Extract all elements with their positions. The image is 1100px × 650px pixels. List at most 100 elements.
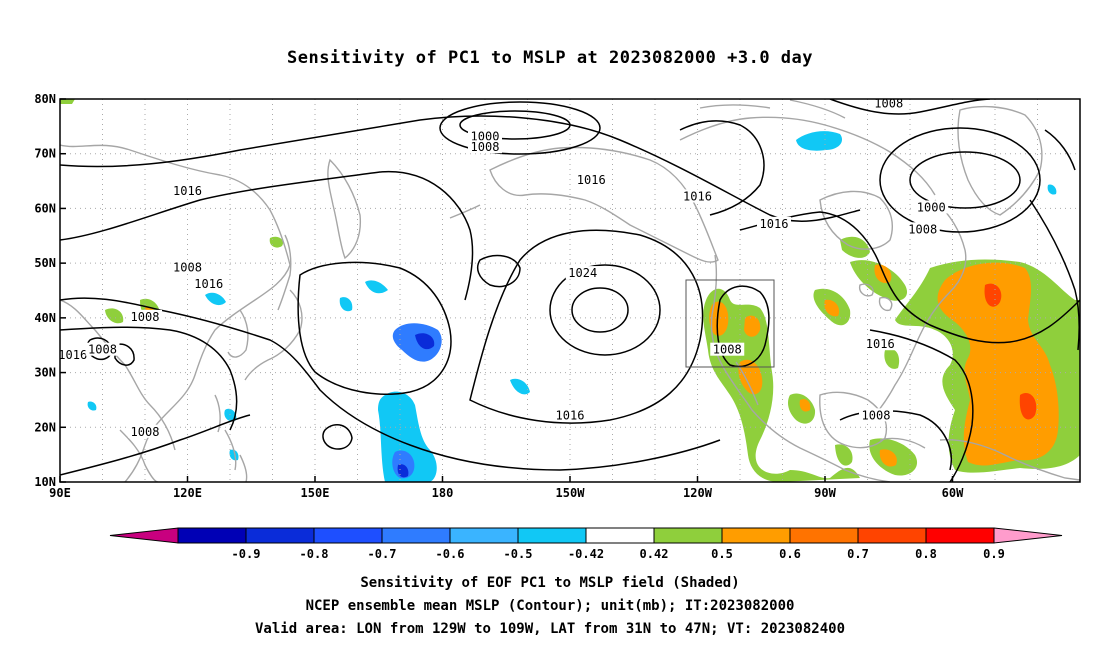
contour-label-text: 1008 [131,425,160,439]
contour-1024-high [549,264,661,356]
contour-greenland-1008 [829,99,991,115]
lat-tick-label: 60N [34,201,56,215]
contour-label-text: 1016 [683,189,712,203]
coastlines [60,99,1080,482]
contour-label-text: 1016 [58,348,87,362]
contour-label: 1016 [191,277,226,291]
contour-label-text: 1016 [194,277,223,291]
contour-label-bg [553,408,587,422]
contour-label-bg [859,408,893,422]
contour-label-bg [55,348,90,362]
caption-line-2: NCEP ensemble mean MSLP (Contour); unit(… [305,598,795,614]
shade-pac-blue-south [392,450,415,479]
contour-label-bg [468,140,502,154]
colorbar-label: 0.5 [711,547,733,561]
map-title: Sensitivity of PC1 to MSLP at 2023082000… [286,48,813,68]
contour-label-bg [914,200,949,214]
contour-label-bg [680,189,715,203]
lon-tick-label: 60W [942,486,964,500]
lat-tick-label: 30N [34,366,56,380]
coast-greenland [957,105,1043,216]
contour-label-text: 1024 [568,266,597,280]
coast-kamchatka [327,158,362,260]
contour-label-text: 1008 [862,408,891,422]
contour-label-bg [170,260,205,274]
contour-1016-east-coast [869,329,974,482]
colorbar-label: 0.6 [779,547,801,561]
colorbar-segment [857,527,927,544]
contour-label: 1024 [565,266,600,280]
lat-tick-label: 70N [34,147,56,161]
contour-label-text: 1008 [131,310,160,324]
coast-cuba [879,437,926,449]
coast-indochina [119,429,159,482]
contour-label: 1008 [85,342,120,357]
coast-taiwan-philippines [214,394,248,482]
colorbar-label: -0.7 [368,547,397,561]
lat-tick-label: 20N [34,420,56,434]
contour-label-text: 1000 [471,129,500,143]
contour-label: 1008 [170,260,205,275]
colorbar-label: 0.7 [847,547,869,561]
contour-label-text: 1016 [173,184,202,198]
colorbar-segment [245,527,315,544]
contour-label: 1000 [914,200,949,214]
contour-label: 1016 [55,348,90,362]
colorbar-segment [517,527,587,544]
colorbar-min-triangle [109,527,179,544]
contour-label-text: 1016 [556,408,585,422]
shade-eastpac-orange [709,301,763,395]
contour-labels: 1000100810161016101610161008100010081008… [55,96,949,439]
colorbar-label: -0.9 [232,547,261,561]
contour-1008-canada [879,127,1041,233]
colorbar-segment [653,527,723,544]
contour-label: 1008 [468,140,502,154]
coast-korea [227,309,249,358]
contour-1008-west-pacific [297,261,452,395]
colorbar-segment [585,527,655,544]
colorbar-segment [381,527,451,544]
contour-label: 1016 [170,184,205,198]
contour-label-bg [170,184,205,198]
lon-tick-label: 120E [173,486,202,500]
contour-label: 1008 [128,309,162,324]
contour-1008-pacific-small [477,254,521,288]
contour-label-text: 1008 [173,261,202,275]
coast-namerica-east [869,199,967,421]
valid-area-box [685,279,775,368]
colorbar-label: -0.8 [300,547,329,561]
lat-tick-label: 40N [34,311,56,325]
lon-tick-label: 150W [556,486,586,500]
colorbar-label: 0.8 [915,547,937,561]
shade-eastpac-green [703,288,860,482]
contour-1016-namerica [739,211,1080,344]
shade-pac-blue-mid [392,323,442,362]
contour-1016-north-canada [679,120,765,216]
contour-label-bg [905,222,940,236]
contour-pacific-loop-south [322,423,353,450]
longitude-axis: 90E 120E 150E 180 150W 120W 90W 60W [49,476,964,500]
caption-line-3: Valid area: LON from 129W to 109W, LAT f… [254,621,845,637]
colorbar-segment [313,527,383,544]
lat-tick-label: 50N [34,256,56,270]
contour-1008-asia [60,326,238,431]
shade-atlantic-red [984,283,1037,420]
sensitivity-shading [60,99,1080,482]
contour-label-bg [565,266,600,280]
contour-1016-arctic [60,115,861,222]
contour-label-bg [574,173,609,187]
coast-namerica-west [710,254,891,482]
contour-label-text: 1008 [908,222,937,236]
coast-sakhalin [277,234,292,311]
coast-gulf-mexico [819,391,888,449]
contour-label-text: 1008 [713,343,742,357]
lat-lon-grid [60,99,1080,482]
shade-caribbean-orange [799,399,897,467]
colorbar-label: 0.9 [983,547,1005,561]
coast-japan [244,289,303,381]
contour-label-bg [85,342,120,356]
coast-lakes [858,283,893,312]
lat-tick-label: 80N [34,92,56,106]
colorbar-label: 0.42 [640,547,669,561]
